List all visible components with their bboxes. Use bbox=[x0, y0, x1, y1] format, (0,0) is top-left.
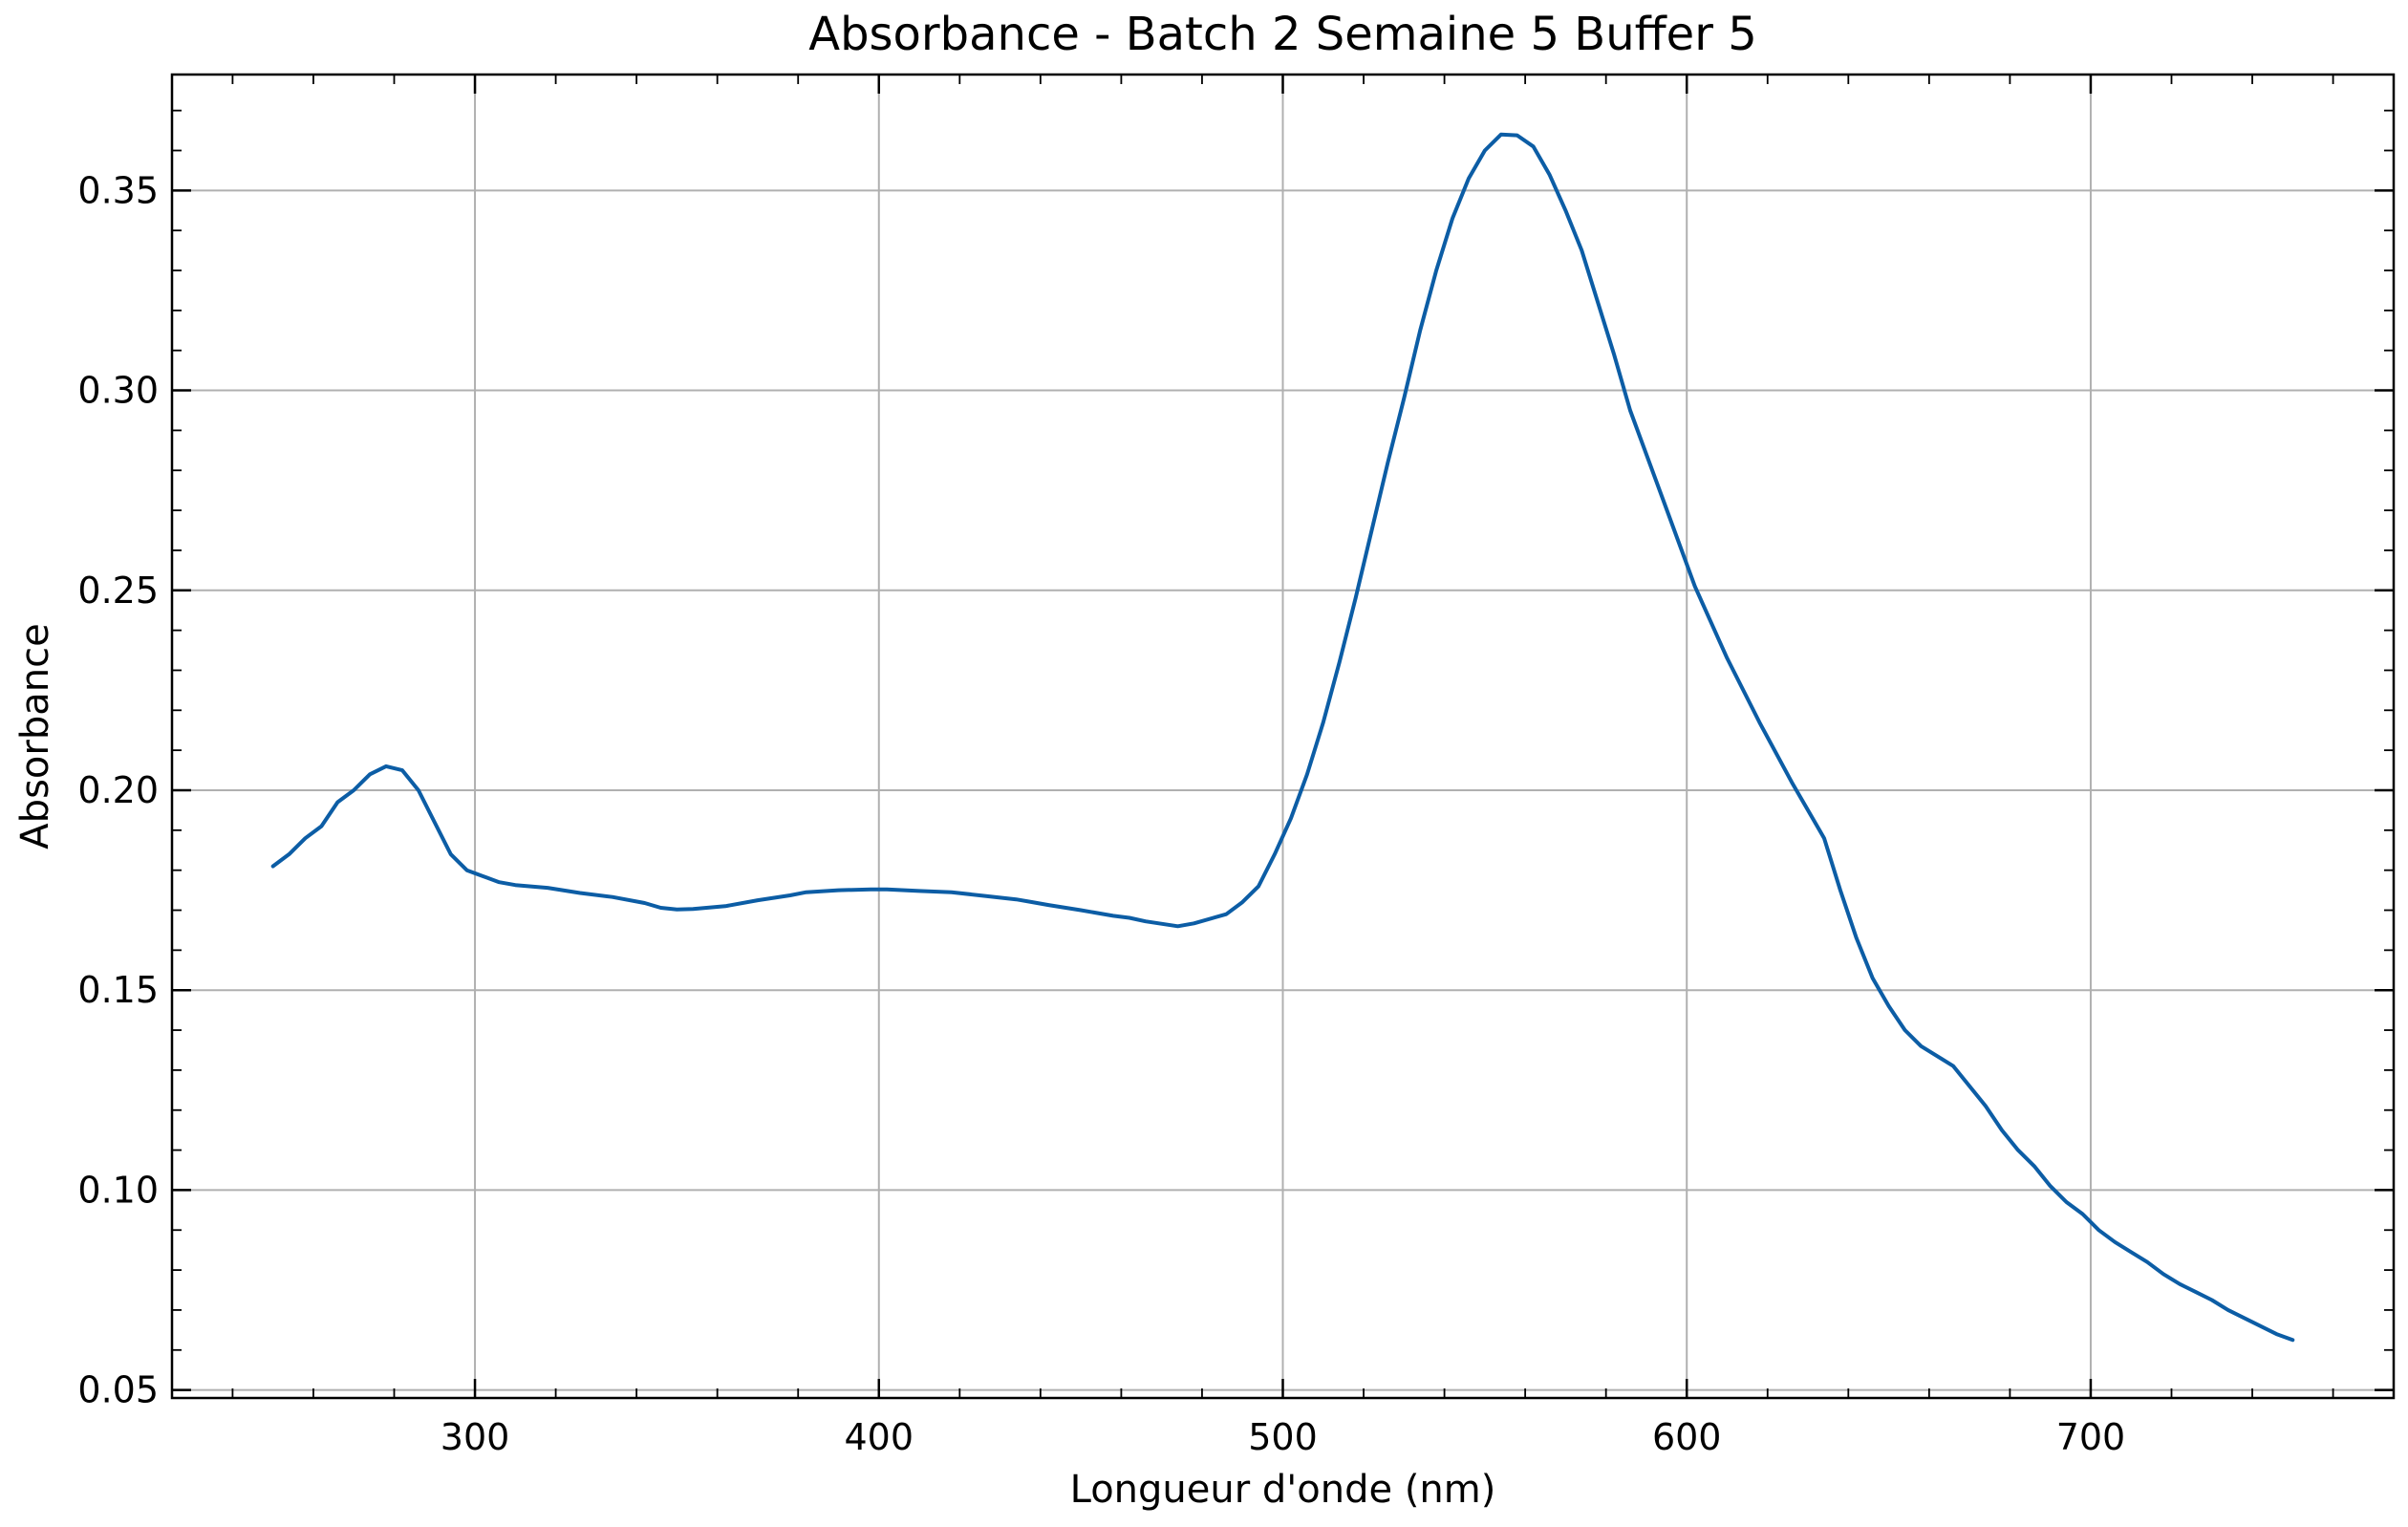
x-tick-label: 400 bbox=[845, 1416, 914, 1458]
y-tick-label: 0.10 bbox=[77, 1169, 159, 1211]
grid-layer bbox=[172, 75, 2394, 1398]
ticks-layer bbox=[172, 75, 2394, 1398]
y-tick-label: 0.20 bbox=[77, 769, 159, 811]
labels-layer: 300 400 500 600 700 0.05 0.10 0.15 0.20 0.25 0.30 0… bbox=[77, 169, 2125, 1458]
x-tick-label: 300 bbox=[441, 1416, 510, 1458]
y-tick-label: 0.25 bbox=[77, 570, 159, 612]
plot-frame bbox=[170, 73, 2396, 1400]
y-tick-label: 0.15 bbox=[77, 969, 159, 1011]
x-axis-label: Longueur d'onde (nm) bbox=[1070, 1468, 1496, 1512]
x-tick-label: 600 bbox=[1652, 1416, 1722, 1458]
x-tick-label: 500 bbox=[1248, 1416, 1318, 1458]
chart-title: Absorbance - Batch 2 Semaine 5 Buffer 5 bbox=[808, 8, 1757, 61]
series-layer bbox=[270, 132, 2295, 1343]
y-tick-label: 0.30 bbox=[77, 370, 159, 412]
y-tick-label: 0.05 bbox=[77, 1369, 159, 1411]
y-axis-label: Absorbance bbox=[13, 623, 57, 849]
x-tick-label: 700 bbox=[2056, 1416, 2126, 1458]
y-tick-label: 0.35 bbox=[77, 169, 159, 211]
absorbance-series-line bbox=[270, 132, 2295, 1343]
